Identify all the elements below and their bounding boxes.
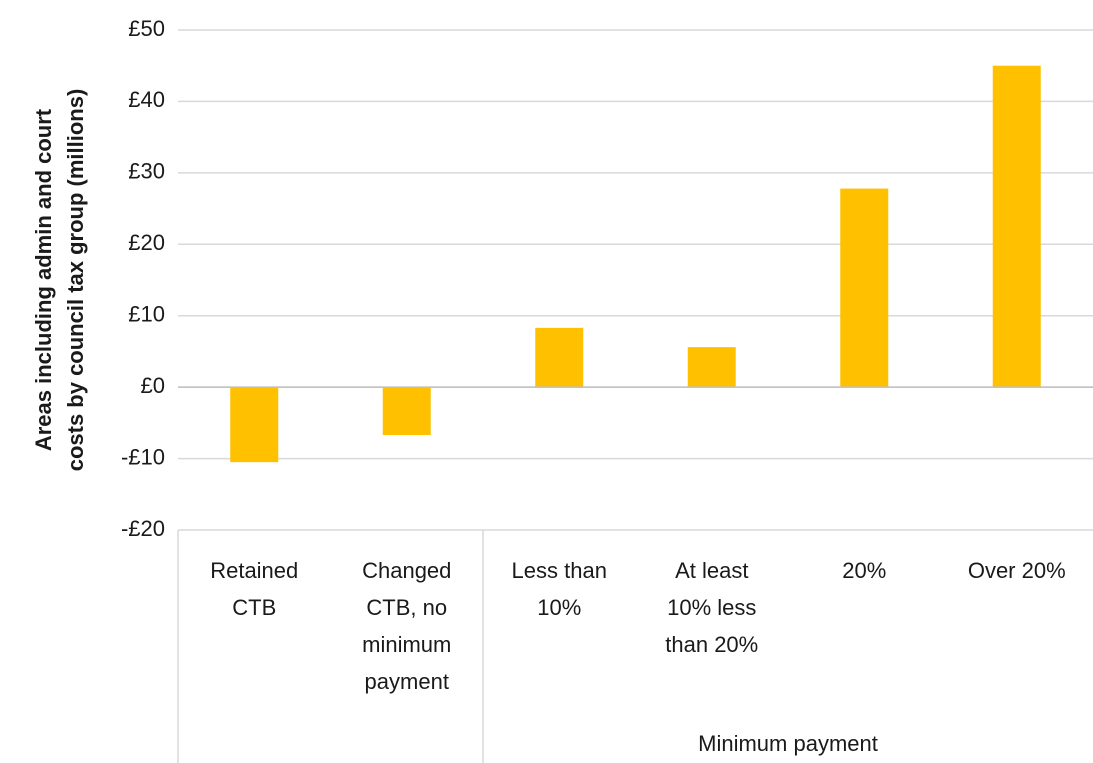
x-tick-label: minimum: [362, 632, 451, 657]
y-tick-label: £20: [128, 230, 165, 255]
bar: [687, 347, 736, 388]
y-axis-label: Areas including admin and court: [31, 108, 56, 451]
x-tick-label: Changed: [362, 558, 451, 583]
y-axis-label: costs by council tax group (millions): [63, 89, 88, 472]
x-tick-label: payment: [365, 669, 449, 694]
y-tick-label: £50: [128, 16, 165, 41]
y-tick-label: £40: [128, 87, 165, 112]
x-tick-label: Retained: [210, 558, 298, 583]
bar: [840, 188, 889, 388]
y-tick-label: £30: [128, 159, 165, 184]
bar: [230, 387, 279, 463]
y-tick-label: -£10: [121, 444, 165, 469]
y-tick-label: -£20: [121, 516, 165, 541]
x-tick-label: 20%: [842, 558, 886, 583]
x-tick-label: Less than: [512, 558, 607, 583]
x-tick-label: 10% less: [667, 595, 756, 620]
x-tick-label: 10%: [537, 595, 581, 620]
group-label: Minimum payment: [698, 731, 878, 756]
x-tick-label: At least: [675, 558, 748, 583]
y-tick-label: £10: [128, 302, 165, 327]
bar: [535, 327, 584, 388]
x-tick-label: CTB: [232, 595, 276, 620]
x-tick-label: Over 20%: [968, 558, 1066, 583]
y-tick-label: £0: [141, 373, 165, 398]
bar: [382, 387, 431, 435]
bar: [992, 65, 1041, 388]
x-tick-label: than 20%: [665, 632, 758, 657]
x-tick-label: CTB, no: [366, 595, 447, 620]
